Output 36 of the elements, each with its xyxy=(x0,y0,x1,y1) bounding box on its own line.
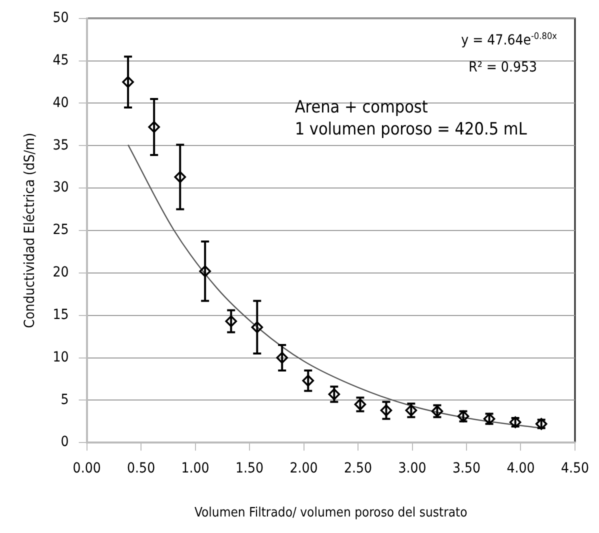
point xyxy=(328,388,340,400)
point xyxy=(148,121,160,133)
x-tick-label: 3.50 xyxy=(452,460,481,477)
annotation: 1 volumen poroso = 420.5 mL xyxy=(294,119,528,140)
y-tick-label: 15 xyxy=(52,306,69,323)
x-tick-label: 2.00 xyxy=(290,460,318,477)
point xyxy=(225,315,237,328)
x-tick-label: 0.00 xyxy=(72,460,101,477)
point xyxy=(380,404,392,416)
point xyxy=(276,352,288,364)
point xyxy=(174,171,186,183)
y-tick-label: 40 xyxy=(52,94,69,111)
annotation: R² = 0.953 xyxy=(468,59,537,76)
x-tick-label: 4.50 xyxy=(560,460,590,477)
point xyxy=(122,76,134,88)
x-tick-label: 0.50 xyxy=(127,460,156,477)
point xyxy=(251,321,264,334)
y-tick-label: 50 xyxy=(52,10,69,26)
x-tick-label: 2.50 xyxy=(344,460,372,477)
y-tick-label: 5 xyxy=(60,392,69,408)
y-tick-label: 0 xyxy=(60,434,69,450)
x-tick-label: 3.00 xyxy=(398,460,426,477)
y-tick-label: 35 xyxy=(52,137,69,154)
annotation: Arena + compost xyxy=(294,97,428,118)
x-tick-label: 4.00 xyxy=(506,460,535,477)
x-tick-label: 1.00 xyxy=(181,460,210,477)
y-tick-label: 25 xyxy=(52,222,69,238)
x-axis-title: Volumen Filtrado/ volumen poroso del sustrato xyxy=(194,506,468,521)
y-axis-title: Conductividad Eléctrica (dS/m) xyxy=(22,132,38,328)
x-tick-label: 1.50 xyxy=(236,460,264,477)
y-tick-label: 10 xyxy=(52,349,69,366)
y-tick-label: 20 xyxy=(52,264,69,281)
point xyxy=(199,265,211,278)
y-tick-label: 30 xyxy=(52,180,69,196)
y-tick-label: 45 xyxy=(52,52,69,68)
point xyxy=(302,374,314,387)
